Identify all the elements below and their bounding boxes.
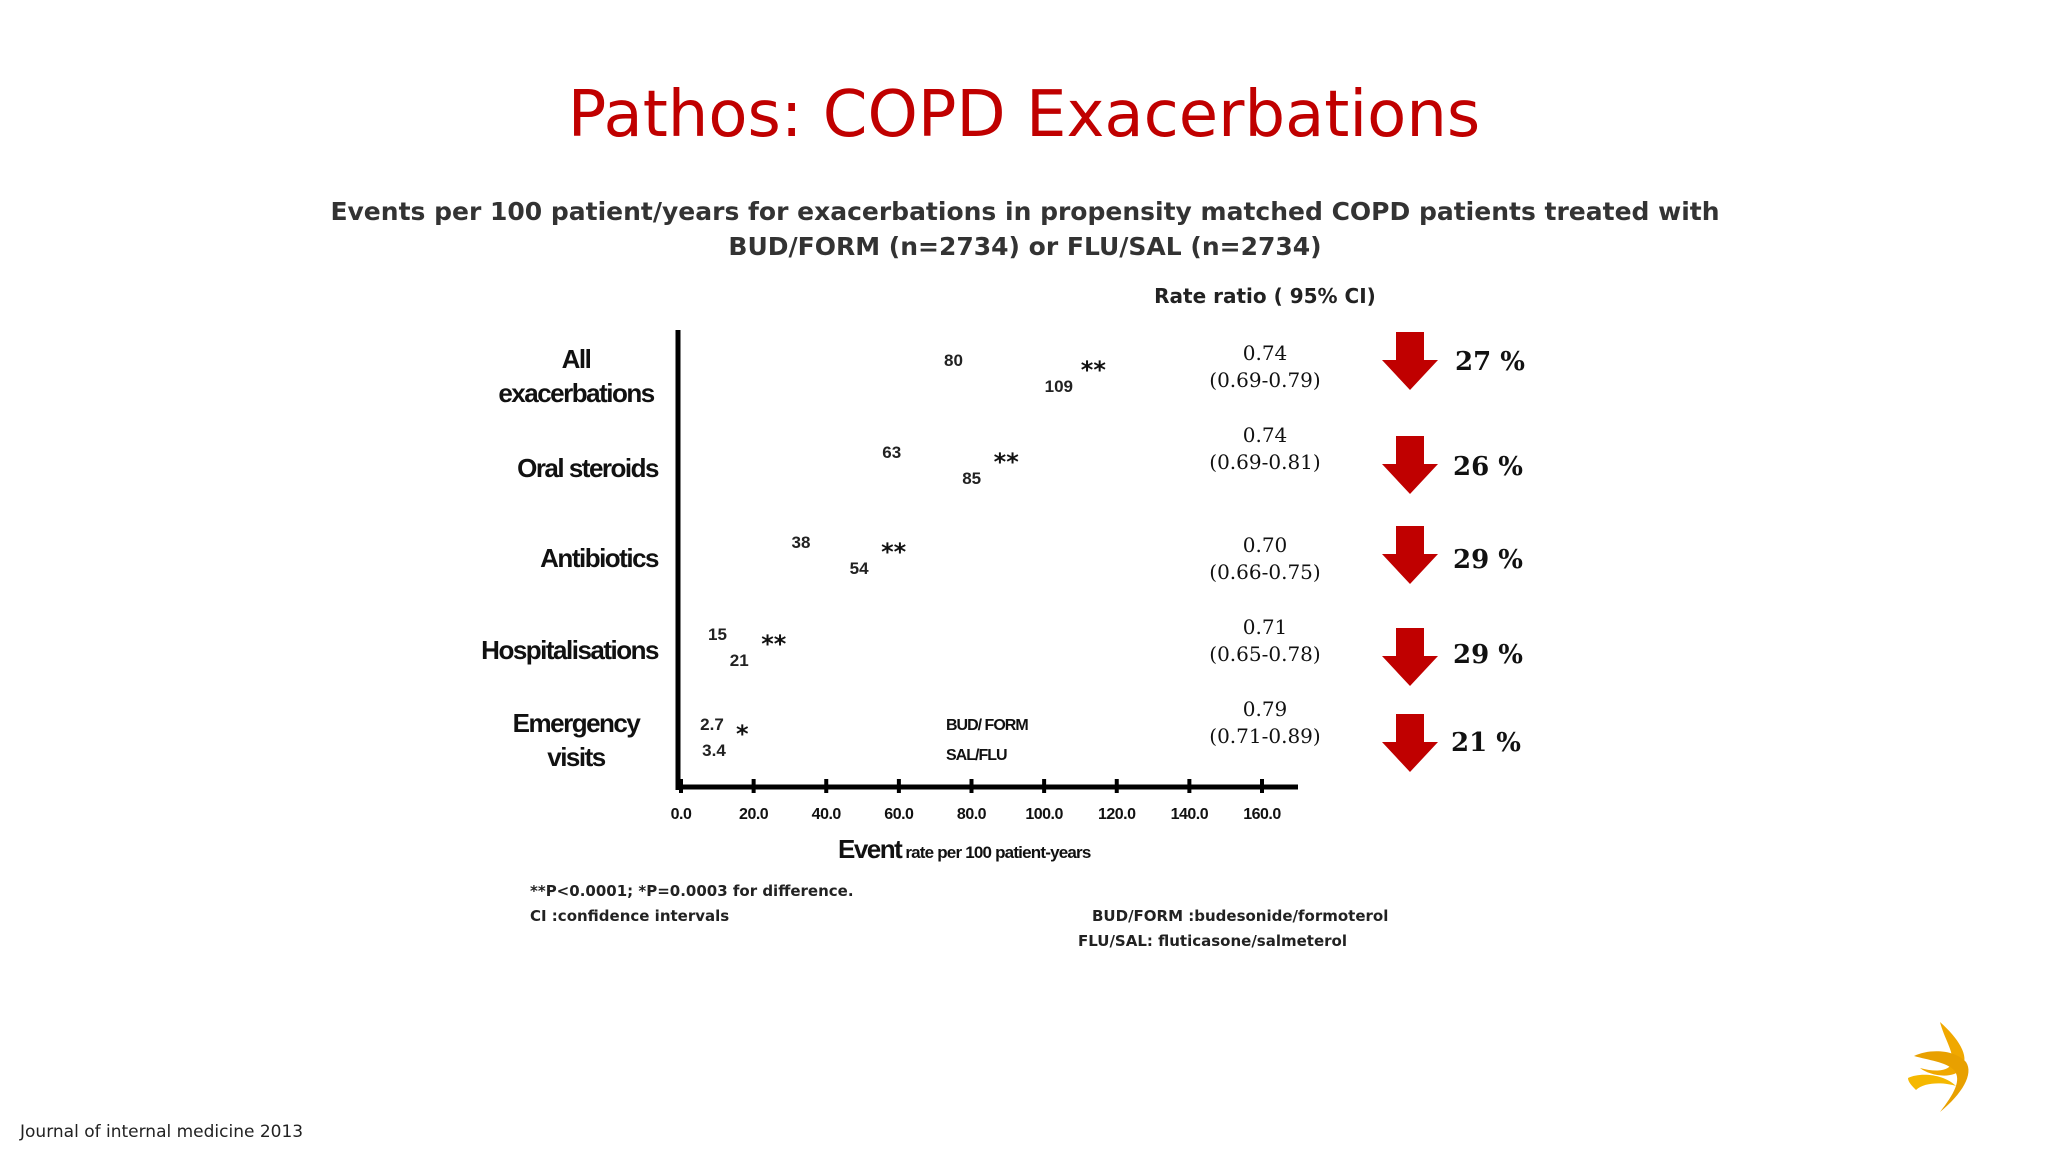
category-label: Antibiotics [540,543,659,573]
slide-title: Pathos: COPD Exacerbations [567,78,1481,152]
down-arrow-icon [1382,436,1438,494]
significance-marker: ** [1081,356,1107,384]
rate-ratio-value: 0.71 [1242,615,1288,639]
category-label: All [562,344,591,374]
x-tick-label: 80.0 [957,806,987,823]
legend-item-sal-flu: SAL/FLU [946,747,1007,764]
data-label-sal-flu: 3.4 [702,741,726,760]
legend-item-bud-form: BUD/ FORM [946,717,1028,734]
data-label-bud-form: 15 [708,625,727,644]
rate-ratio-ci: (0.65-0.78) [1209,642,1321,666]
rate-ratio-entry: 0.71 (0.65-0.78) [1155,614,1375,668]
x-tick-label: 60.0 [884,806,914,823]
source-citation: Journal of internal medicine 2013 [20,1122,304,1142]
footnote-pvalues: **P<0.0001; *P=0.0003 for difference. [530,882,854,900]
category-label: visits [547,742,606,772]
down-arrow-icon [1382,714,1438,772]
category-label: Oral steroids [517,453,659,483]
data-label-bud-form: 80 [944,351,963,370]
x-tick-label: 120.0 [1098,806,1136,823]
x-tick-label: 20.0 [739,806,769,823]
reduction-percent: 26 % [1453,452,1523,482]
footnote-bud-form: BUD/FORM :budesonide/formoterol [1092,907,1389,925]
significance-marker: ** [761,630,787,658]
rate-ratio-value: 0.79 [1242,697,1288,721]
data-label-sal-flu: 54 [850,559,869,578]
data-label-bud-form: 38 [792,533,811,552]
down-arrow-icon [1382,332,1438,390]
footnote-ci: CI :confidence intervals [530,907,730,925]
x-tick-label: 140.0 [1171,806,1209,823]
rate-ratio-ci: (0.69-0.81) [1209,450,1321,474]
down-arrow-icon [1382,628,1438,686]
x-tick-label: 40.0 [812,806,842,823]
reduction-percent: 29 % [1453,640,1523,670]
significance-marker: ** [994,448,1020,476]
rate-ratio-value: 0.74 [1242,423,1288,447]
x-tick-label: 160.0 [1243,806,1281,823]
astrazeneca-logo-icon [1908,1022,1969,1112]
rate-ratio-value: 0.70 [1242,533,1288,557]
data-label-sal-flu: 85 [962,469,981,488]
rate-ratio-ci: (0.71-0.89) [1209,724,1321,748]
footnote-flu-sal: FLU/SAL: fluticasone/salmeterol [1078,932,1347,950]
rate-ratio-ci: (0.69-0.79) [1209,368,1321,392]
data-label-bud-form: 63 [882,443,901,462]
rate-ratio-entry: 0.79 (0.71-0.89) [1155,696,1375,750]
data-label-sal-flu: 109 [1045,377,1073,396]
down-arrow-icon [1382,526,1438,584]
category-label: exacerbations [498,378,654,408]
rate-ratio-entry: 0.74 (0.69-0.79) [1155,340,1375,394]
chart-subtitle: Events per 100 patient/years for exacerb… [330,197,1720,261]
rate-ratio-header: Rate ratio ( 95% CI) [1154,284,1376,308]
data-label-sal-flu: 21 [730,651,749,670]
rate-ratio-ci: (0.66-0.75) [1209,560,1321,584]
reduction-percent: 21 % [1451,728,1521,758]
category-label: Emergency [513,708,642,738]
reduction-percent: 29 % [1453,545,1523,575]
reduction-percent: 27 % [1455,347,1525,377]
rate-ratio-entry: 0.74 (0.69-0.81) [1155,422,1375,476]
significance-marker: * [736,720,749,748]
rate-ratio-value: 0.74 [1242,341,1288,365]
x-axis-title: Event rate per 100 patient-years [838,834,1091,864]
x-tick-label: 100.0 [1025,806,1063,823]
significance-marker: ** [881,538,907,566]
rate-ratio-entry: 0.70 (0.66-0.75) [1155,532,1375,586]
data-label-bud-form: 2.7 [700,715,724,734]
category-label: Hospitalisations [481,635,659,665]
x-tick-label: 0.0 [671,806,692,823]
